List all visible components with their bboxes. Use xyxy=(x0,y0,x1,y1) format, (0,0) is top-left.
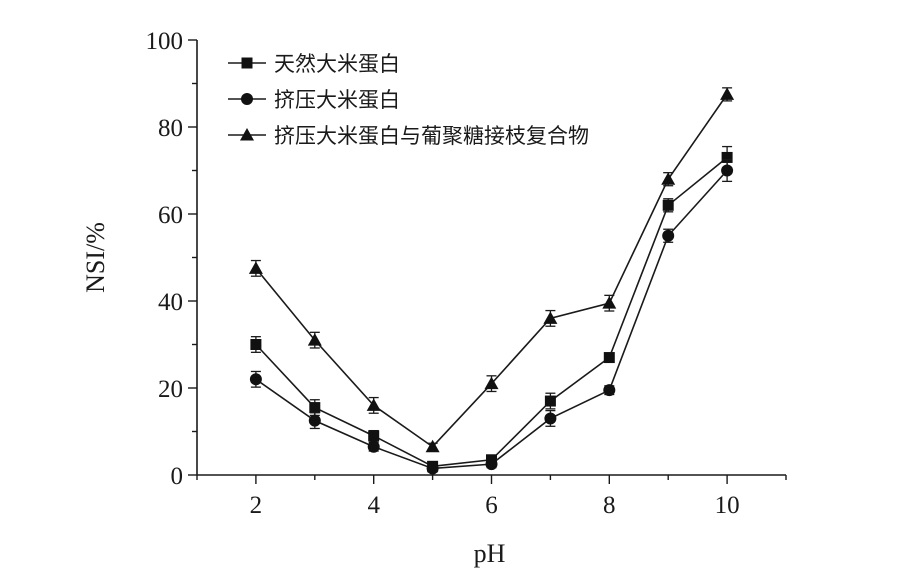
data-point-circle xyxy=(426,462,439,475)
legend-marker-triangle xyxy=(240,128,254,141)
x-tick-label: 6 xyxy=(485,492,498,519)
data-point-triangle xyxy=(720,87,735,100)
data-point-triangle xyxy=(484,376,499,390)
y-tick-label: 0 xyxy=(171,463,184,490)
data-point-circle xyxy=(485,458,498,471)
legend-label: 挤压大米蛋白与葡聚糖接枝复合物 xyxy=(274,124,589,148)
y-tick-label: 40 xyxy=(158,289,183,316)
data-point-square xyxy=(544,395,556,407)
y-axis-title: NSI/% xyxy=(81,222,110,293)
data-point-square xyxy=(309,402,321,414)
data-point-triangle xyxy=(661,172,676,185)
data-point-square xyxy=(368,430,380,442)
data-point-circle xyxy=(367,440,380,453)
x-tick-label: 8 xyxy=(603,492,616,519)
y-tick-label: 20 xyxy=(158,376,183,403)
legend-item: 挤压大米蛋白 xyxy=(228,88,400,112)
data-point-circle xyxy=(721,164,734,177)
legend-marker-square xyxy=(241,57,253,69)
data-point-circle xyxy=(249,373,262,386)
series-layer xyxy=(248,87,735,475)
data-point-square xyxy=(721,151,733,163)
legend-label: 天然大米蛋白 xyxy=(274,52,400,76)
y-tick-label: 100 xyxy=(146,28,184,55)
data-point-triangle xyxy=(307,333,322,346)
x-axis-title: pH xyxy=(474,539,506,568)
legend-item: 天然大米蛋白 xyxy=(228,52,400,76)
data-point-circle xyxy=(603,384,616,397)
y-tick-label: 60 xyxy=(158,202,183,229)
data-point-circle xyxy=(662,229,675,242)
data-point-circle xyxy=(308,414,321,427)
x-tick-label: 4 xyxy=(367,492,380,519)
legend-marker-circle xyxy=(241,93,253,105)
data-point-square xyxy=(662,199,674,211)
data-point-square xyxy=(603,352,615,364)
data-point-triangle xyxy=(366,398,381,411)
y-tick-label: 80 xyxy=(158,115,183,142)
data-point-triangle xyxy=(248,261,263,274)
series-triangle xyxy=(248,87,735,453)
data-point-triangle xyxy=(543,311,558,324)
data-point-square xyxy=(250,339,262,350)
data-point-triangle xyxy=(425,439,440,453)
data-point-triangle xyxy=(602,296,617,309)
series-circle xyxy=(249,158,734,475)
series-line-circle xyxy=(255,169,728,470)
x-tick-label: 10 xyxy=(715,492,740,519)
legend-item: 挤压大米蛋白与葡聚糖接枝复合物 xyxy=(228,124,589,148)
data-point-circle xyxy=(544,412,557,425)
x-tick-label: 2 xyxy=(250,492,263,519)
legend-label: 挤压大米蛋白 xyxy=(274,88,400,112)
